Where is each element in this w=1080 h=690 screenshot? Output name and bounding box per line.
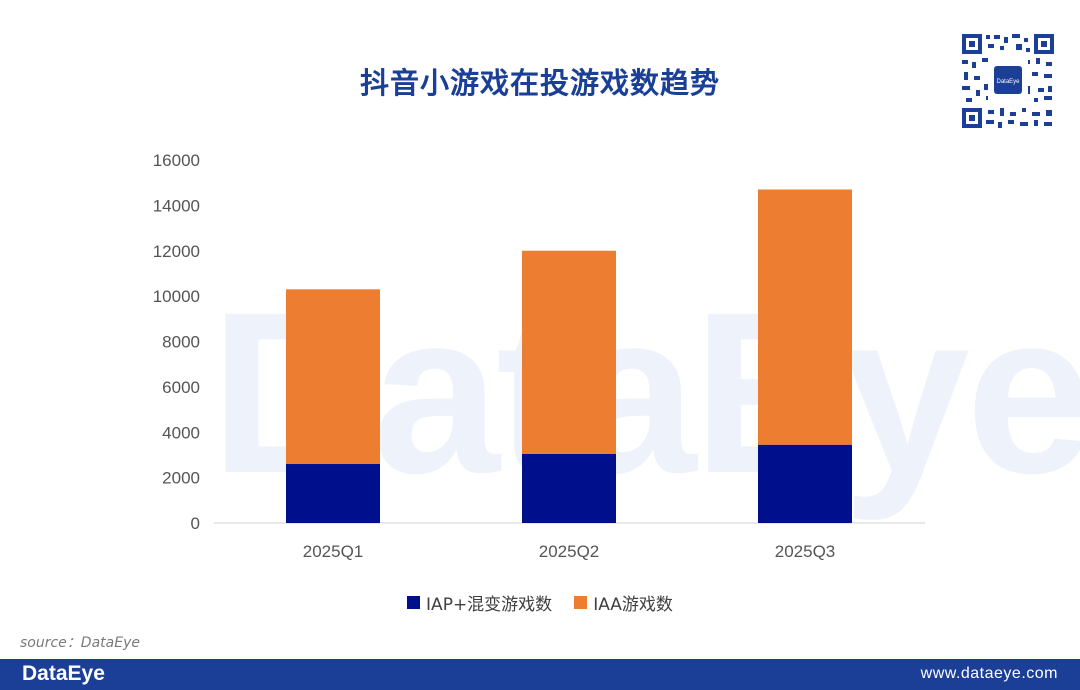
y-tick-label: 14000 <box>153 196 200 215</box>
y-tick-label: 12000 <box>153 242 200 261</box>
x-tick-label: 2025Q2 <box>539 542 600 561</box>
chart-title: 抖音小游戏在投游戏数趋势 <box>359 66 720 100</box>
bar-iaa-2025q2 <box>522 250 616 454</box>
bar-iap-2025q2 <box>522 453 616 523</box>
y-tick-label: 16000 <box>153 151 200 170</box>
legend-item-iap: IAP+混变游戏数 <box>407 590 552 615</box>
bar-iap-2025q1 <box>286 464 380 523</box>
y-tick-label: 4000 <box>162 423 200 442</box>
source-note: source：DataEye <box>20 635 140 651</box>
y-tick-label: 6000 <box>162 378 200 397</box>
x-tick-label: 2025Q3 <box>775 542 836 561</box>
legend: IAP+混变游戏数 IAA游戏数 <box>0 590 1080 615</box>
legend-item-iaa: IAA游戏数 <box>574 590 673 615</box>
x-tick-label: 2025Q1 <box>303 542 364 561</box>
y-tick-label: 2000 <box>162 469 200 488</box>
y-tick-label: 0 <box>191 514 200 533</box>
bar-iaa-2025q1 <box>286 289 380 465</box>
legend-swatch-iaa <box>574 596 588 609</box>
bars <box>286 189 852 523</box>
legend-label-iap: IAP+混变游戏数 <box>426 595 553 615</box>
legend-label-iaa: IAA游戏数 <box>593 595 673 615</box>
y-tick-label: 8000 <box>162 333 200 352</box>
footer-url[interactable]: www.dataeye.com <box>920 665 1058 682</box>
bar-iap-2025q3 <box>758 444 852 523</box>
stacked-bar-chart: 0 2000 4000 6000 8000 10000 12000 14000 16000 20… <box>153 151 925 561</box>
qr-code-icon: DataEye <box>960 32 1056 130</box>
svg-text:DataEye: DataEye <box>996 79 1020 85</box>
footer-brand: DataEye <box>22 662 105 685</box>
legend-swatch-iap <box>407 596 421 609</box>
y-axis: 0 2000 4000 6000 8000 10000 12000 14000 16000 <box>153 151 200 533</box>
bar-iaa-2025q3 <box>758 189 852 445</box>
x-axis: 2025Q1 2025Q2 2025Q3 <box>303 542 836 561</box>
footer-bar: DataEye www.dataeye.com <box>0 659 1080 690</box>
y-tick-label: 10000 <box>153 287 200 306</box>
